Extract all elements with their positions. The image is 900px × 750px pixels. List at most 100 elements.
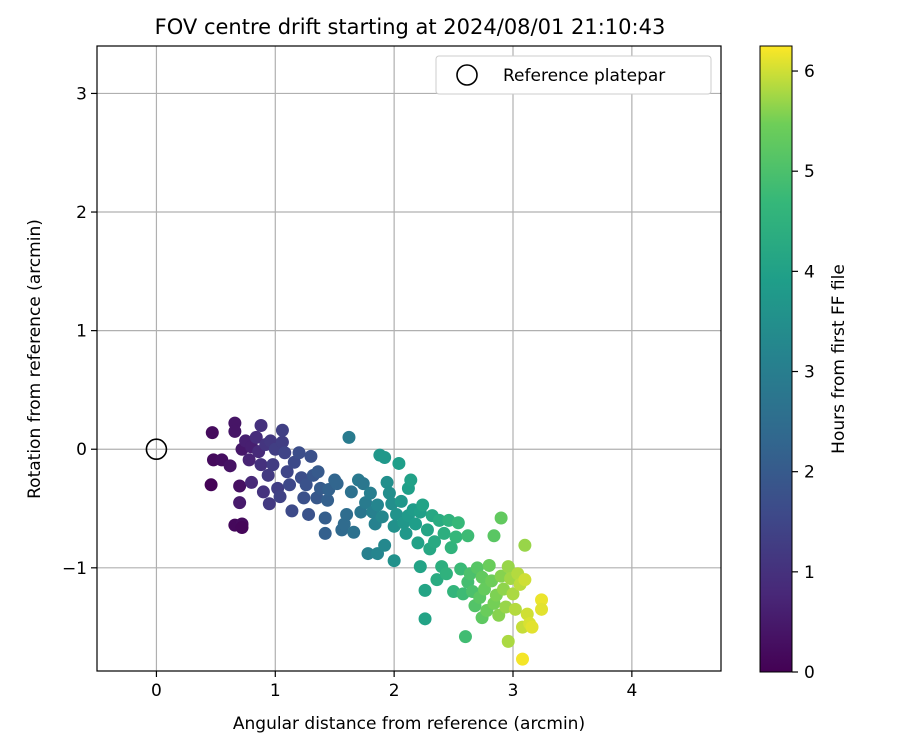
data-point — [516, 652, 530, 666]
data-point — [205, 426, 219, 440]
data-point — [361, 547, 375, 561]
y-axis-ticks: −1 0 1 2 3 — [62, 84, 97, 579]
data-point — [304, 449, 318, 463]
data-point — [392, 456, 406, 470]
y-tick-label: 3 — [76, 84, 87, 104]
data-point — [275, 435, 289, 449]
data-point — [363, 486, 377, 500]
data-point — [371, 498, 385, 512]
data-point — [249, 430, 263, 444]
data-point — [242, 453, 256, 467]
data-point — [518, 538, 532, 552]
data-point — [525, 620, 539, 634]
data-point — [256, 485, 270, 499]
data-point — [292, 446, 306, 460]
plot-frame — [96, 45, 722, 672]
x-tick-label: 3 — [508, 681, 519, 701]
data-point — [382, 486, 396, 500]
data-point — [535, 593, 549, 607]
y-axis-label: Rotation from reference (arcmin) — [25, 219, 45, 499]
x-tick-label: 1 — [270, 681, 281, 701]
data-point — [233, 496, 247, 510]
x-tick-label: 2 — [389, 681, 400, 701]
grid-lines — [97, 46, 721, 671]
data-point — [347, 525, 361, 539]
data-point — [418, 583, 432, 597]
data-point — [380, 475, 394, 489]
data-point — [254, 419, 268, 433]
data-point — [204, 478, 218, 492]
data-point — [416, 498, 430, 512]
data-point — [399, 526, 413, 540]
legend-box — [435, 55, 712, 95]
y-tick-label: 1 — [76, 322, 87, 342]
colorbar-tick-label: 4 — [804, 262, 815, 282]
data-point — [482, 558, 496, 572]
x-tick-label: 4 — [626, 681, 637, 701]
reference-point — [145, 438, 168, 461]
data-point — [245, 475, 259, 489]
data-point — [501, 634, 515, 648]
data-point — [413, 560, 427, 574]
data-point — [342, 430, 356, 444]
colorbar-gradient — [759, 45, 793, 673]
data-point — [302, 507, 316, 521]
data-point — [501, 560, 515, 574]
data-point — [439, 567, 453, 581]
data-point — [318, 526, 332, 540]
colorbar-tick-label: 0 — [804, 663, 815, 683]
scatter-points — [204, 416, 549, 666]
data-point — [428, 535, 442, 549]
data-point — [444, 541, 458, 555]
y-tick-label: 2 — [76, 203, 87, 223]
data-point — [273, 490, 287, 504]
data-point — [387, 554, 401, 568]
data-point — [275, 423, 289, 437]
y-tick-label: 0 — [76, 440, 87, 460]
data-point — [506, 587, 520, 601]
data-point — [266, 458, 280, 472]
reference-marker — [145, 438, 168, 461]
colorbar-tick-label: 3 — [804, 363, 815, 383]
data-point — [451, 516, 465, 530]
data-point — [254, 458, 268, 472]
colorbar-tick-label: 2 — [804, 463, 815, 483]
chart-title: FOV centre drift starting at 2024/08/01 … — [155, 15, 666, 39]
data-point — [280, 465, 294, 479]
data-point — [458, 630, 472, 644]
x-axis-ticks: 0 1 2 3 4 — [151, 671, 637, 701]
data-point — [344, 485, 358, 499]
data-point — [430, 573, 444, 587]
data-point — [223, 459, 237, 473]
x-axis-label: Angular distance from reference (arcmin) — [233, 714, 585, 734]
colorbar: 0 1 2 3 4 5 6 Hours from first FF file — [759, 45, 849, 683]
data-point — [518, 573, 532, 587]
colorbar-tick-label: 6 — [804, 62, 815, 82]
legend-label: Reference platepar — [503, 66, 665, 86]
data-point — [278, 446, 292, 460]
data-point — [375, 510, 389, 524]
colorbar-ticks: 0 1 2 3 4 5 6 — [792, 62, 815, 683]
colorbar-tick-label: 5 — [804, 162, 815, 182]
data-point — [535, 602, 549, 616]
data-point — [235, 520, 249, 534]
data-point — [487, 529, 501, 543]
data-point — [494, 511, 508, 525]
data-point — [318, 511, 332, 525]
data-point — [321, 493, 335, 507]
data-point — [261, 468, 275, 482]
data-point — [297, 491, 311, 505]
data-point — [508, 602, 522, 616]
data-point — [285, 504, 299, 518]
data-point — [228, 424, 242, 438]
data-point — [330, 477, 344, 491]
data-point — [449, 530, 463, 544]
data-point — [340, 507, 354, 521]
data-point — [283, 478, 297, 492]
data-point — [233, 479, 247, 493]
data-point — [437, 526, 451, 540]
y-tick-label: −1 — [62, 559, 87, 579]
data-point — [262, 497, 276, 511]
data-point — [432, 513, 446, 527]
